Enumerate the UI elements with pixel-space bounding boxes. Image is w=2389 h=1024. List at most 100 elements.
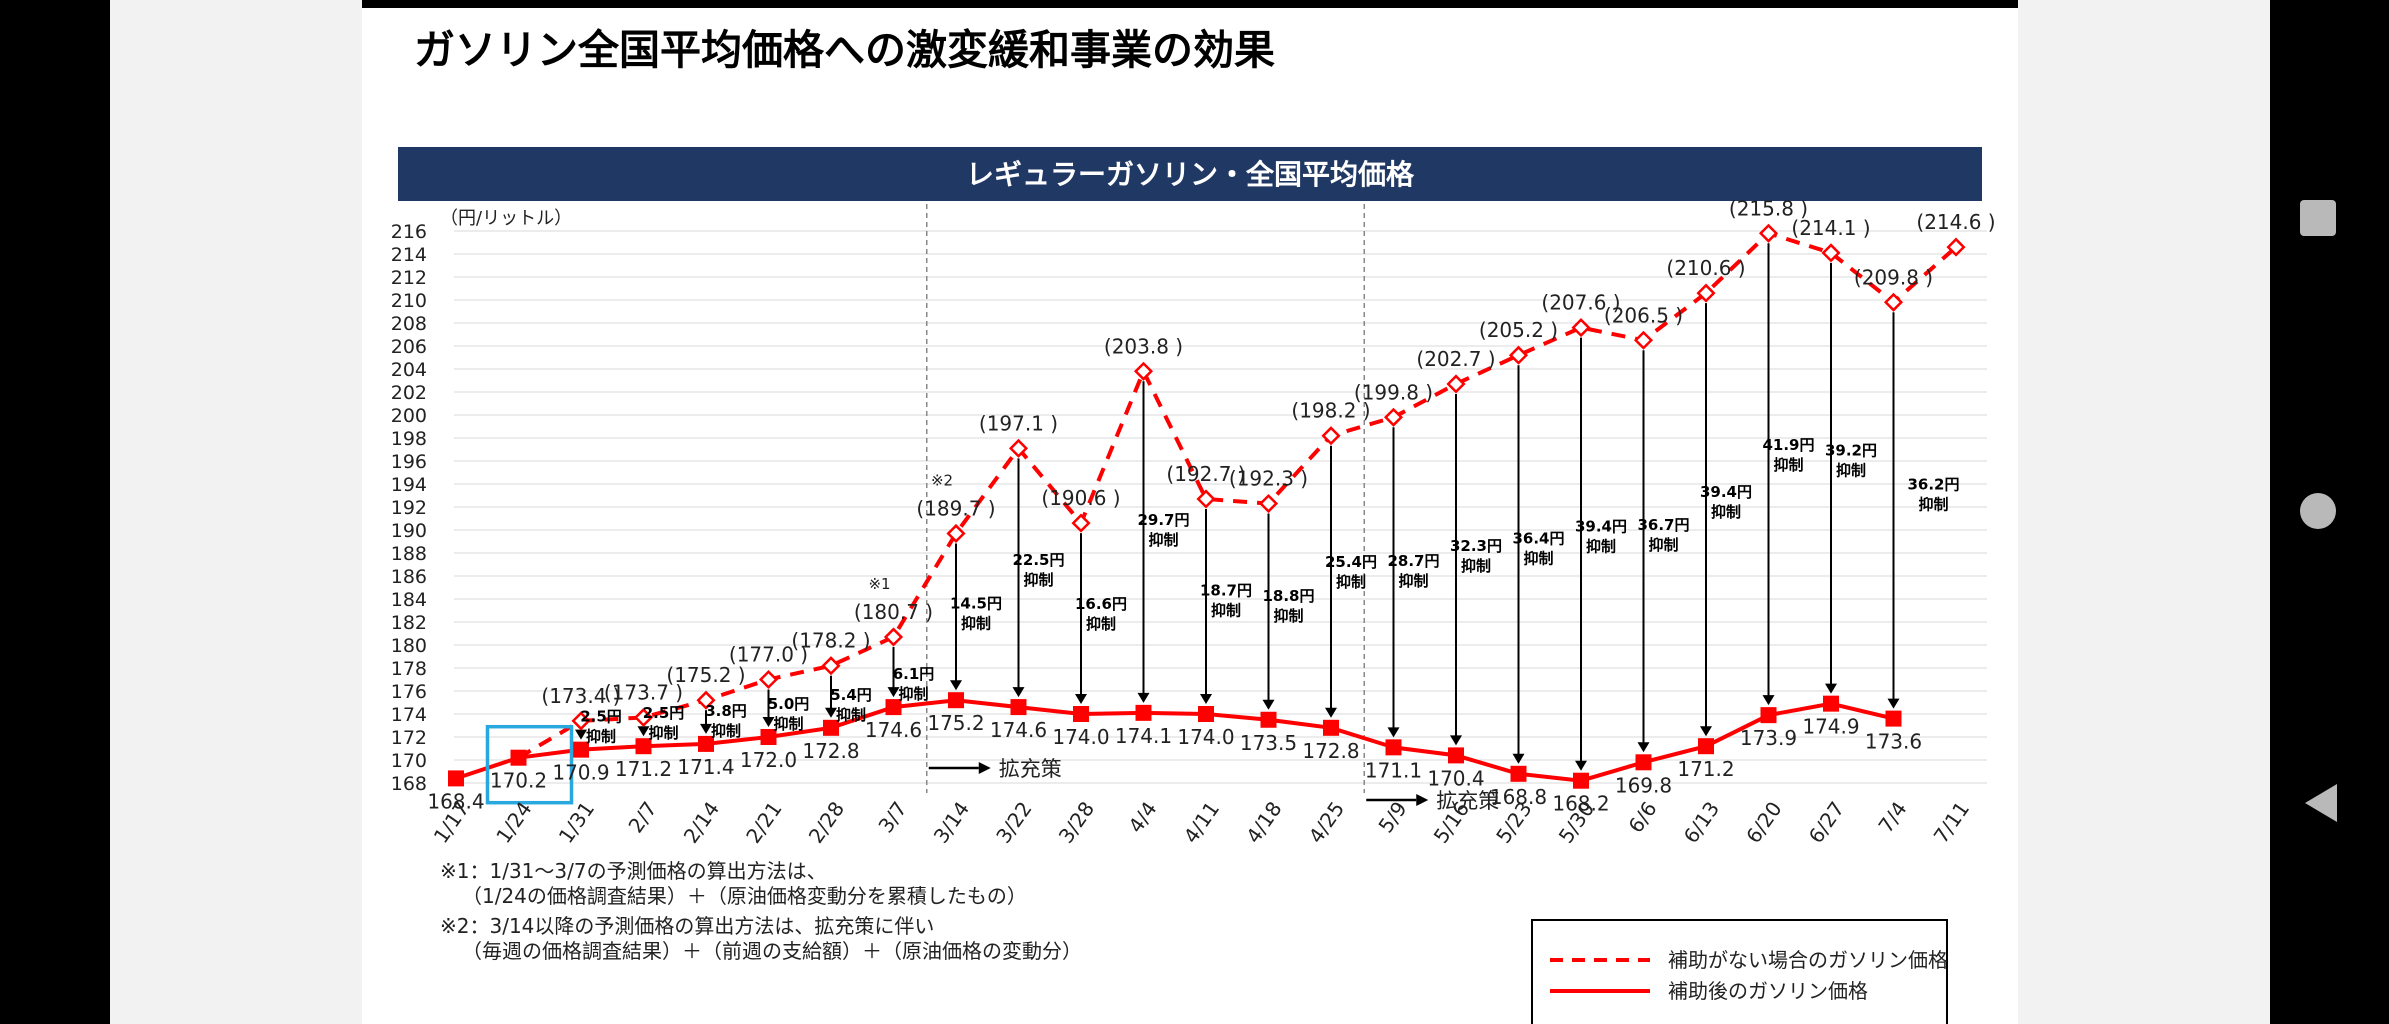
point-subsidized (510, 749, 527, 766)
y-tick-label: 192 (391, 497, 427, 519)
point-label-subsidized: 168.2 (1552, 792, 1609, 816)
x-tick-label: 2/7 (623, 797, 661, 837)
suppression-word: 抑制 (1773, 456, 1803, 474)
x-tick-label: 1/31 (554, 797, 599, 848)
footnote-mark: ※2 (931, 471, 953, 489)
point-subsidized (573, 741, 589, 758)
legend-label-dashed: 補助がない場合のガソリン価格 (1668, 948, 1948, 972)
suppression-word: 抑制 (1461, 557, 1491, 575)
x-tick-label: 1/24 (491, 797, 536, 848)
point-subsidized (1510, 765, 1527, 782)
point-subsidized (448, 770, 464, 787)
suppression-word: 抑制 (773, 715, 803, 733)
point-unsubsidized (1633, 330, 1654, 350)
point-unsubsidized (821, 656, 841, 676)
point-label-unsubsidized: (192.7 ) (1166, 462, 1245, 486)
point-label-subsidized: 173.5 (1240, 731, 1297, 755)
point-subsidized (1260, 711, 1277, 728)
suppression-word: 抑制 (1086, 615, 1116, 633)
point-label-subsidized: 173.9 (1740, 726, 1797, 750)
suppression-amount: 39.4円 (1575, 517, 1627, 535)
back-icon[interactable] (2305, 784, 2337, 822)
suppression-arrow-head (1450, 735, 1462, 746)
x-ticks: 1/17 1/24 1/31 2/7 2/14 2/21 2/28 3/7 3/14 3/22 3/… (429, 797, 1974, 848)
point-unsubsidized (1383, 407, 1404, 427)
note-line-4: （毎週の価格調査結果）＋（前週の支給額）＋（原油価格の変動分） (462, 939, 1082, 963)
recent-apps-icon[interactable] (2300, 200, 2336, 236)
y-tick-label: 170 (391, 750, 427, 772)
point-label-unsubsidized: (214.1 ) (1791, 216, 1870, 240)
point-label-subsidized: 171.2 (1677, 757, 1734, 781)
point-label-unsubsidized: (190.6 ) (1041, 486, 1120, 510)
suppression-word: 抑制 (1648, 536, 1678, 554)
point-unsubsidized (571, 711, 591, 731)
point-label-subsidized: 174.1 (1115, 724, 1172, 748)
suppression-amount: 25.4円 (1325, 553, 1377, 571)
y-tick-label: 184 (391, 589, 427, 611)
footnote-mark: ※1 (868, 575, 890, 593)
suppression-arrow-head (1200, 694, 1212, 704)
suppression-word: 抑制 (1336, 573, 1366, 591)
point-subsidized (698, 735, 714, 752)
y-tick-label: 214 (391, 244, 427, 266)
x-tick-label: 2/28 (804, 797, 849, 848)
y-tick-label: 168 (391, 773, 427, 795)
y-tick-label: 180 (391, 635, 427, 657)
point-subsidized (1073, 706, 1089, 722)
suppression-amount: 2.5円 (580, 708, 622, 726)
suppression-amount: 6.1円 (893, 665, 935, 683)
chart-title: レギュラーガソリン・全国平均価格 (966, 158, 1415, 191)
y-tick-label: 204 (391, 359, 427, 381)
suppression-arrow-head (1762, 695, 1775, 706)
suppression-arrow-head (700, 723, 712, 734)
point-unsubsidized (1821, 243, 1841, 263)
point-subsidized (1323, 719, 1339, 736)
suppression-arrow-head (950, 680, 962, 691)
y-tick-label: 176 (391, 681, 427, 703)
suppression-amount: 22.5円 (1012, 551, 1064, 569)
markers (448, 223, 1966, 805)
suppression-arrow-head (887, 687, 900, 698)
point-label-subsidized: 170.4 (1427, 766, 1484, 790)
suppression-amount: 2.5円 (643, 704, 685, 722)
y-ticks: 1681701721741761781801821841861881901921… (391, 221, 427, 795)
point-label-unsubsidized: (178.2 ) (791, 629, 870, 653)
y-tick-label: 210 (391, 290, 427, 312)
point-unsubsidized (1196, 489, 1216, 509)
point-label-unsubsidized: (180.7 ) (854, 600, 933, 624)
background-panel-left (110, 0, 362, 1024)
point-label-subsidized: 171.1 (1365, 758, 1422, 782)
x-tick-label: 2/14 (679, 797, 724, 848)
point-unsubsidized (1071, 513, 1091, 533)
suppression-word: 抑制 (586, 728, 616, 746)
suppression-amount: 18.7円 (1200, 582, 1252, 600)
point-unsubsidized (633, 707, 654, 727)
suppression-arrow-head (1700, 726, 1712, 737)
point-label-subsidized: 174.0 (1052, 725, 1109, 749)
suppression-arrow-head (637, 726, 650, 737)
point-subsidized (1135, 704, 1152, 721)
suppression-word: 抑制 (1523, 550, 1553, 568)
series-line-subsidized (455, 698, 1894, 783)
point-label-unsubsidized: (173.7 ) (604, 680, 683, 704)
x-tick-label: 7/11 (1929, 797, 1974, 848)
point-label-unsubsidized: (197.1 ) (979, 411, 1058, 435)
point-unsubsidized (1946, 237, 1966, 257)
suppression-amount: 16.6円 (1075, 595, 1127, 613)
x-tick-label: 6/20 (1741, 797, 1786, 848)
point-label-subsidized: 174.6 (865, 718, 922, 742)
suppression-arrow-head (1825, 683, 1837, 694)
y-tick-label: 182 (391, 612, 427, 634)
suppression-amount: 39.2円 (1825, 442, 1877, 460)
x-tick-label: 5/9 (1373, 797, 1411, 837)
y-tick-label: 208 (391, 313, 427, 335)
point-label-subsidized: 171.4 (677, 755, 734, 779)
point-label-unsubsidized: (173.4 ) (541, 684, 620, 708)
x-tick-label: 3/22 (991, 797, 1036, 848)
point-label-subsidized: 174.6 (990, 718, 1047, 742)
suppression-word: 抑制 (1273, 607, 1303, 625)
x-tick-label: 6/6 (1623, 797, 1661, 837)
point-label-unsubsidized: (192.3 ) (1229, 467, 1308, 491)
home-icon[interactable] (2300, 493, 2336, 529)
